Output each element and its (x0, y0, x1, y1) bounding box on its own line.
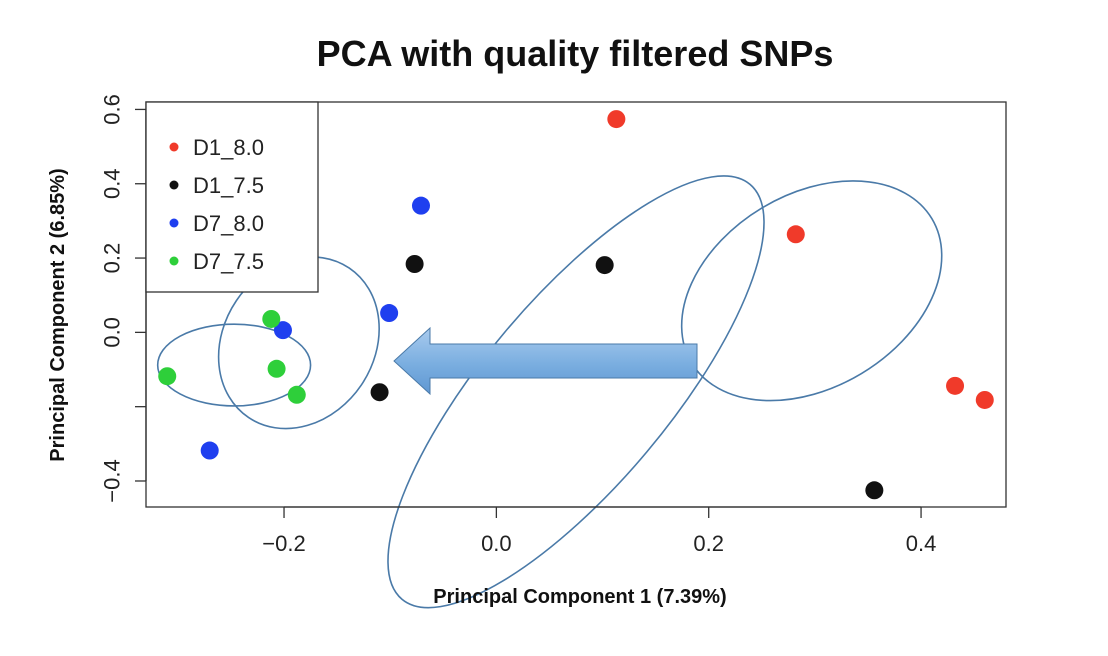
point-d7-8-0 (411, 196, 430, 215)
x-axis: −0.2 0.0 0.2 0.4 (262, 506, 937, 556)
cluster-d1-7.5-ellipse (387, 175, 765, 609)
legend-marker (169, 256, 179, 266)
legend-entry-label: D7_8.0 (193, 211, 264, 236)
point-d7-7-5 (267, 359, 286, 378)
y-tick-label: 0.2 (100, 243, 125, 274)
legend-entry-label: D7_7.5 (193, 249, 264, 274)
annotations-layer (156, 175, 943, 609)
legend-entry-label: D1_7.5 (193, 173, 264, 198)
legend-marker (169, 142, 179, 152)
legend-entry-label: D1_8.0 (193, 135, 264, 160)
y-tick-label: −0.4 (100, 459, 125, 502)
point-d7-8-0 (380, 304, 399, 323)
legend-marker (169, 218, 179, 228)
cluster-d7-8.0-ellipse (217, 256, 380, 430)
cluster-d7-7.5-ellipse (156, 323, 312, 407)
point-d1-8-0 (946, 376, 965, 395)
point-d7-7-5 (262, 309, 281, 328)
point-d1-8-0 (975, 390, 994, 409)
point-d1-8-0 (607, 110, 626, 129)
y-axis: −0.4 0.0 0.2 0.4 0.6 (100, 94, 147, 503)
point-d7-7-5 (287, 385, 306, 404)
chart-title: PCA with quality filtered SNPs (317, 33, 834, 74)
x-tick-label: 0.0 (481, 531, 512, 556)
y-tick-label: 0.4 (100, 168, 125, 199)
point-d7-8-0 (273, 321, 292, 340)
point-d1-7-5 (370, 383, 389, 402)
legend: D1_8.0 D1_7.5 D7_8.0 D7_7.5 (145, 101, 319, 293)
y-axis-label: Principal Component 2 (6.85%) (47, 168, 69, 461)
left-arrow (393, 326, 698, 396)
data-points (158, 110, 994, 500)
legend-marker (169, 180, 179, 190)
x-tick-label: 0.4 (906, 531, 937, 556)
point-d7-7-5 (158, 367, 177, 386)
point-d1-8-0 (786, 225, 805, 244)
point-d1-7-5 (595, 256, 614, 275)
point-d1-7-5 (865, 481, 884, 500)
y-tick-label: 0.6 (100, 94, 125, 125)
x-tick-label: 0.2 (693, 531, 724, 556)
y-tick-label: 0.0 (100, 317, 125, 348)
point-d7-8-0 (200, 441, 219, 460)
x-tick-label: −0.2 (262, 531, 305, 556)
point-d1-7-5 (405, 255, 424, 273)
x-axis-label: Principal Component 1 (7.39%) (433, 586, 726, 608)
